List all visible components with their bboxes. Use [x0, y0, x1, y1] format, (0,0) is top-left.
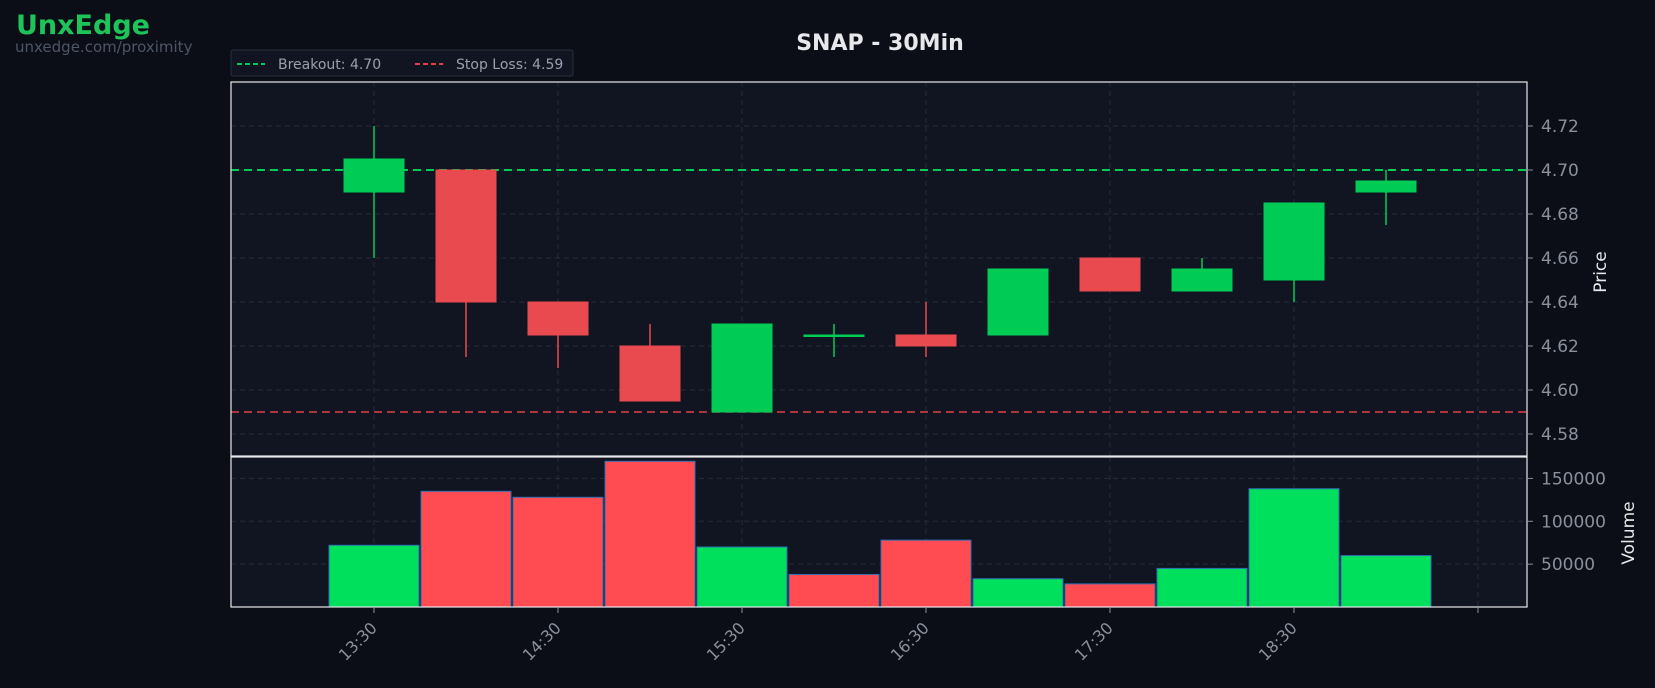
price-tick-label: 4.70: [1541, 161, 1579, 181]
price-panel-border: [230, 81, 1528, 457]
candle-body: [343, 158, 405, 193]
x-tick-label: 17:30: [1071, 618, 1117, 664]
candle: [803, 324, 865, 357]
volume-bar: [328, 544, 420, 608]
price-tick-label: 4.60: [1541, 381, 1579, 401]
volume-y-axis: 50000 100000 150000: [1527, 469, 1606, 575]
x-tick-label: 18:30: [1255, 618, 1301, 664]
candle: [435, 169, 497, 357]
candle: [711, 323, 773, 413]
volume-bar: [604, 460, 696, 608]
candle-body: [895, 334, 957, 347]
price-tick-label: 4.68: [1541, 205, 1579, 225]
candles: [343, 126, 1417, 413]
volume-bar: [972, 578, 1064, 608]
volume-axis-label: Volume: [1619, 501, 1639, 564]
volume-panel-border: [230, 456, 1528, 608]
volume-tick-label: 150000: [1541, 469, 1606, 489]
candle-body: [803, 334, 865, 337]
candle-body: [527, 301, 589, 336]
candle: [1171, 258, 1233, 292]
volume-bar: [1156, 567, 1248, 608]
volume-bar: [880, 539, 972, 608]
x-tick-label: 15:30: [703, 618, 749, 664]
price-tick-label: 4.66: [1541, 249, 1579, 269]
candle: [1263, 202, 1325, 302]
volume-bar: [1064, 583, 1156, 608]
price-tick-label: 4.64: [1541, 293, 1579, 313]
volume-bars: [328, 460, 1432, 608]
price-tick-label: 4.62: [1541, 337, 1579, 357]
candle-body: [435, 169, 497, 303]
brand-name: UnxEdge: [16, 10, 150, 41]
price-axis-label: Price: [1591, 251, 1611, 292]
price-y-axis: 4.58 4.60 4.62 4.64 4.66 4.68 4.70 4.72: [1527, 117, 1579, 445]
candle: [895, 302, 957, 357]
candle: [1355, 170, 1417, 225]
x-tick-label: 16:30: [887, 618, 933, 664]
legend-breakout-label: Breakout: 4.70: [278, 57, 381, 73]
price-panel: [231, 82, 1527, 456]
volume-bar: [696, 546, 788, 608]
legend-stop-loss-label: Stop Loss: 4.59: [456, 57, 563, 73]
candle: [527, 301, 589, 368]
chart-title: SNAP - 30Min: [796, 31, 964, 56]
candle-body: [711, 323, 773, 413]
legend: Breakout: 4.70 Stop Loss: 4.59: [230, 49, 574, 77]
candle-body: [1355, 180, 1417, 193]
volume-bar: [1340, 555, 1432, 608]
candle: [987, 268, 1049, 336]
volume-bar: [1248, 488, 1340, 608]
candle-body: [1263, 202, 1325, 281]
x-axis: 13:30 14:30 15:30 16:30 17:30 18:30: [335, 607, 1479, 664]
brand-url: unxedge.com/proximity: [15, 38, 193, 56]
price-tick-label: 4.72: [1541, 117, 1579, 137]
x-tick-label: 13:30: [335, 618, 381, 664]
volume-tick-label: 100000: [1541, 512, 1606, 532]
candle: [619, 324, 681, 402]
price-tick-label: 4.58: [1541, 425, 1579, 445]
candle-body: [987, 268, 1049, 336]
x-tick-label: 14:30: [519, 618, 565, 664]
volume-bar: [420, 490, 512, 608]
volume-bar: [512, 496, 604, 608]
candle: [1079, 257, 1141, 292]
volume-bar: [788, 573, 880, 608]
candle-body: [619, 345, 681, 402]
volume-tick-label: 50000: [1541, 555, 1595, 575]
candle-body: [1079, 257, 1141, 292]
candle-body: [1171, 268, 1233, 292]
candle: [343, 126, 405, 258]
